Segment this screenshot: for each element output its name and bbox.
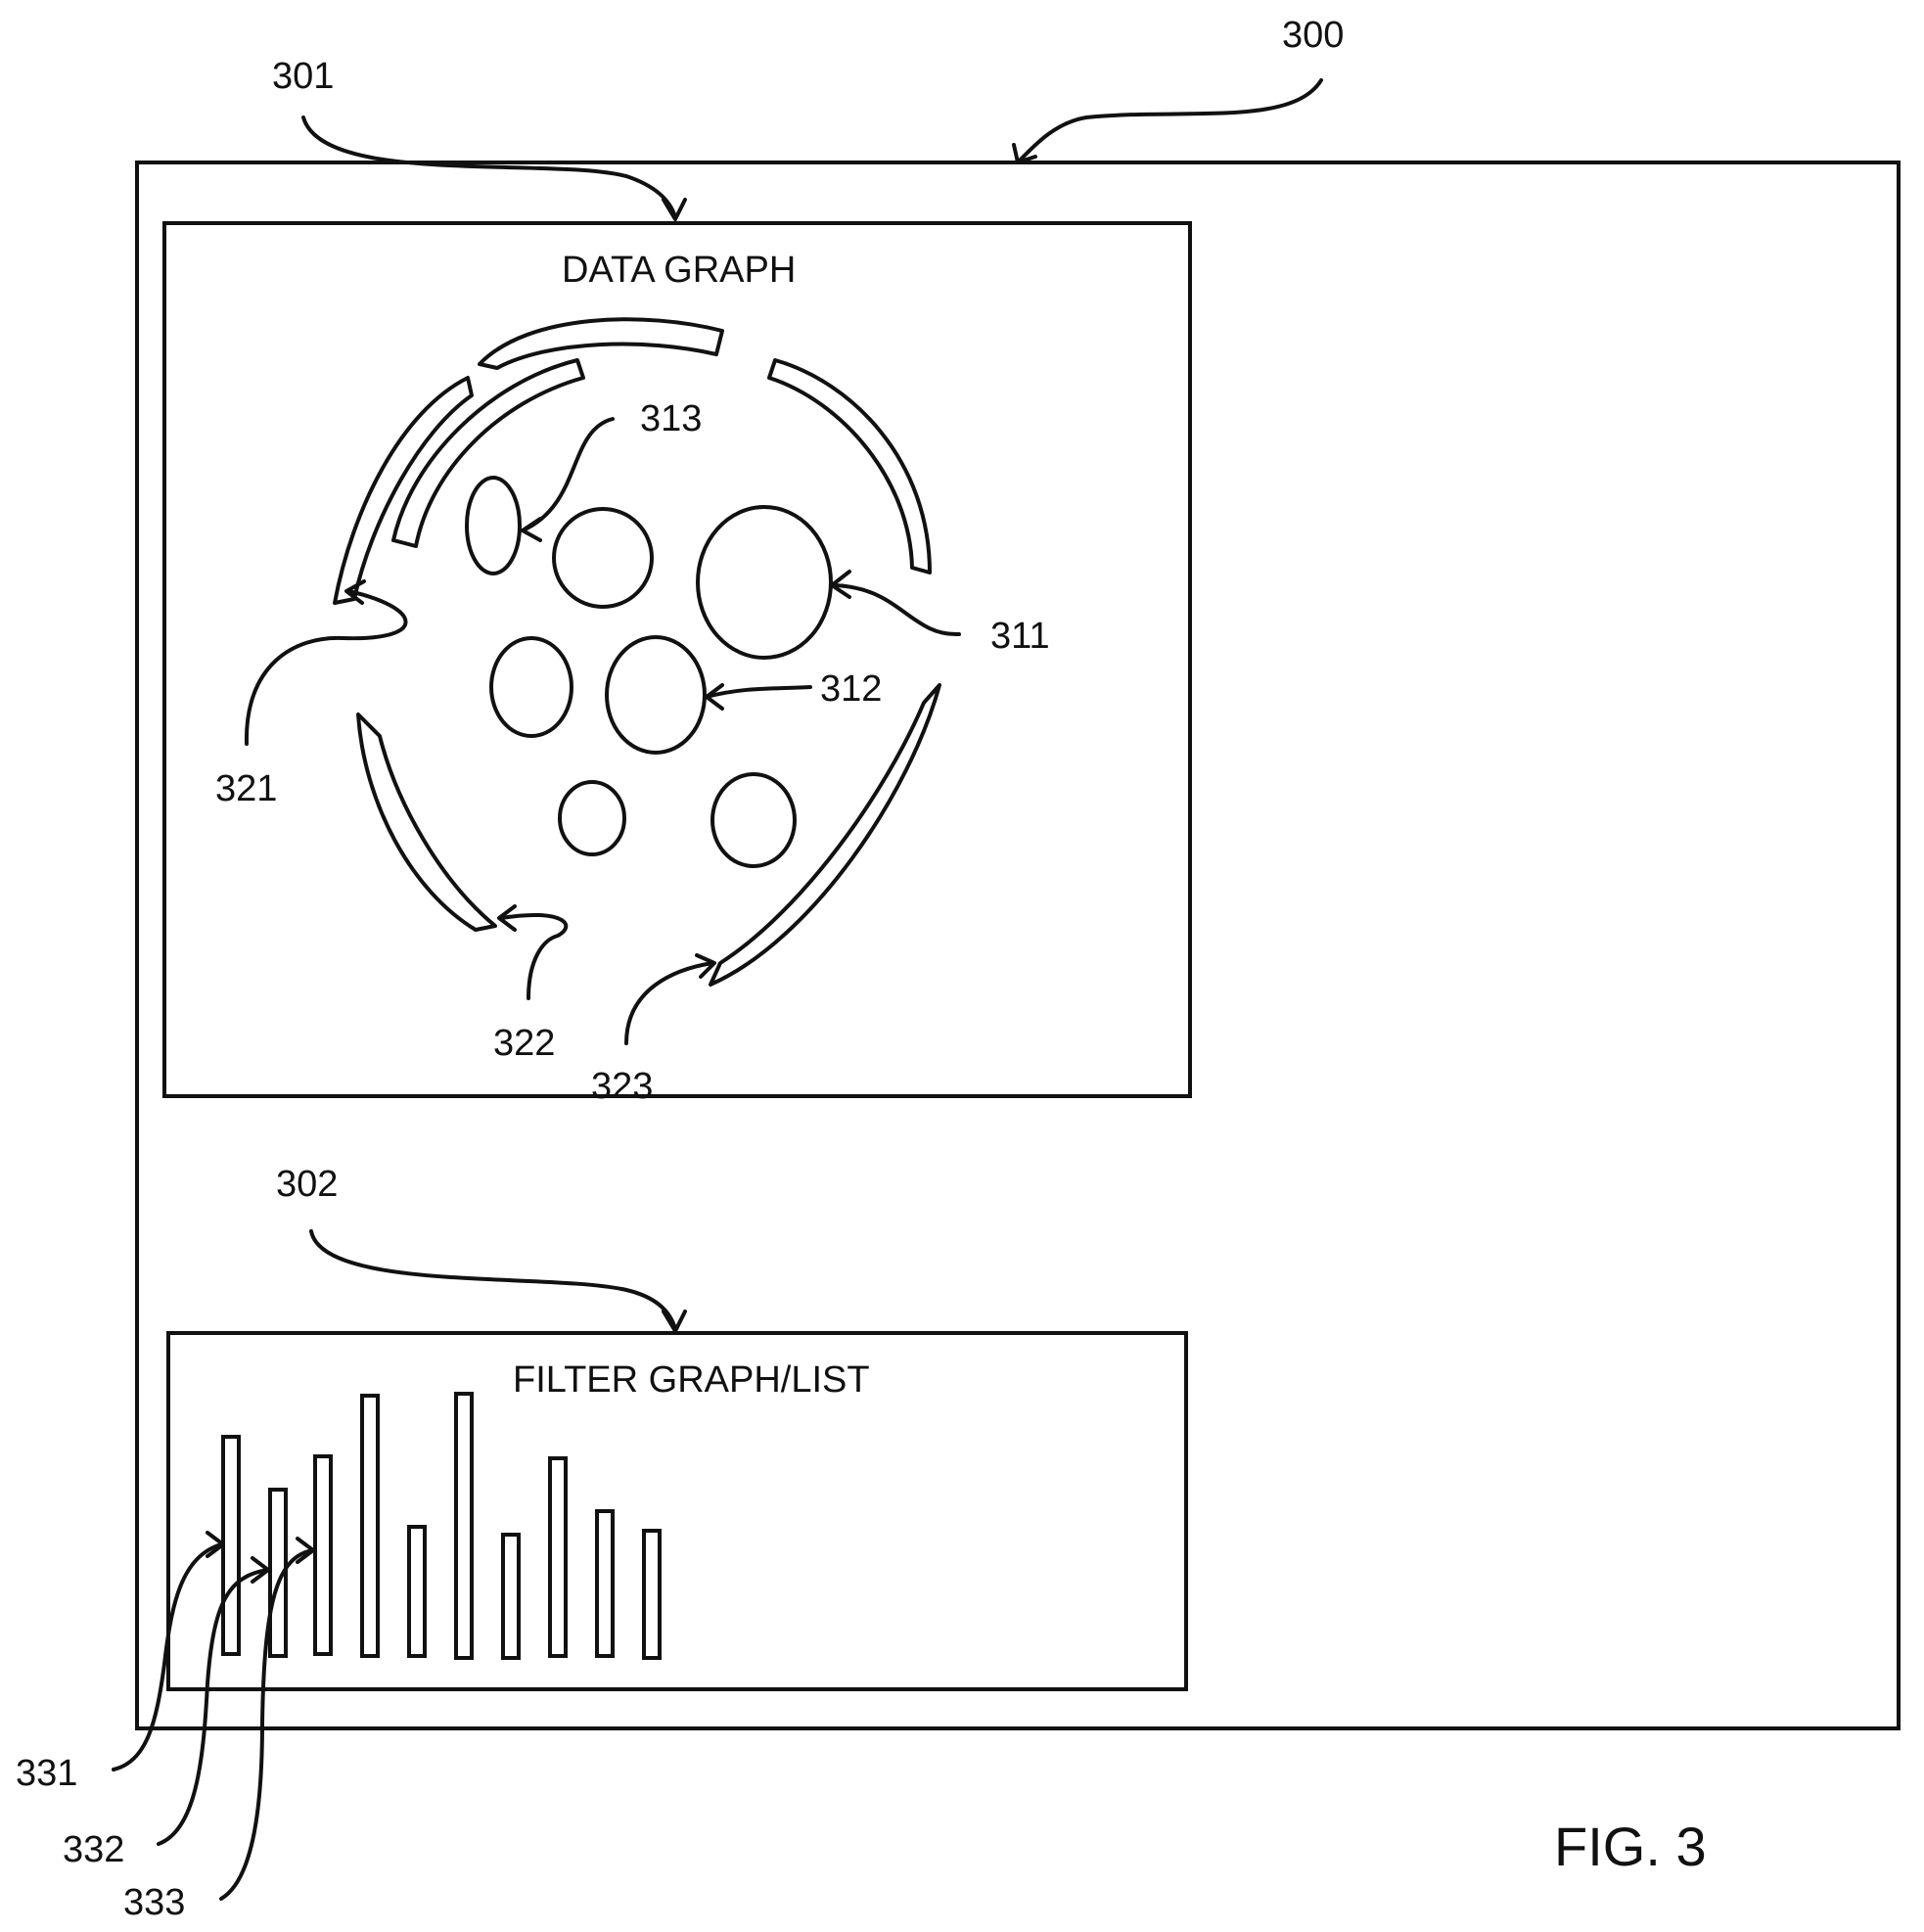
label-333: 333 [123, 1882, 185, 1923]
node-b [491, 638, 572, 736]
bar-9 [597, 1511, 613, 1656]
bar-331 [223, 1437, 239, 1654]
label-300: 300 [1282, 15, 1344, 56]
label-331: 331 [16, 1753, 77, 1794]
arc-321 [335, 378, 472, 603]
label-322: 322 [493, 1023, 555, 1064]
window-300 [137, 162, 1899, 1728]
leader-312 [707, 687, 810, 697]
leader-323 [626, 963, 712, 1043]
arc-322 [358, 714, 495, 930]
label-312: 312 [820, 668, 882, 710]
arc-top [480, 319, 722, 368]
node-c [560, 782, 624, 854]
label-313: 313 [640, 398, 702, 439]
bar-10 [644, 1531, 660, 1658]
data-graph-title: DATA GRAPH [562, 250, 796, 291]
node-313 [467, 478, 520, 574]
node-311 [698, 507, 831, 658]
bar-8 [550, 1458, 566, 1656]
filter-graph-title: FILTER GRAPH/LIST [513, 1359, 870, 1401]
node-a [554, 509, 652, 607]
leader-300 [1018, 80, 1321, 162]
node-d [712, 774, 795, 866]
label-323: 323 [591, 1066, 653, 1107]
leader-302 [311, 1231, 675, 1329]
bar-6 [456, 1394, 472, 1658]
leader-311 [834, 585, 959, 634]
label-321: 321 [215, 768, 277, 809]
leader-321 [247, 591, 406, 744]
label-301: 301 [272, 56, 334, 97]
bar-333 [315, 1456, 331, 1654]
bar-7 [503, 1535, 519, 1658]
leader-301 [303, 117, 675, 217]
label-332: 332 [63, 1829, 124, 1870]
figure-caption: FIG. 3 [1554, 1816, 1707, 1877]
arrowhead-313 [523, 519, 540, 540]
bar-5 [409, 1527, 425, 1656]
label-311: 311 [990, 616, 1050, 657]
bar-4 [362, 1396, 378, 1656]
node-312 [607, 637, 705, 753]
label-302: 302 [276, 1164, 338, 1205]
